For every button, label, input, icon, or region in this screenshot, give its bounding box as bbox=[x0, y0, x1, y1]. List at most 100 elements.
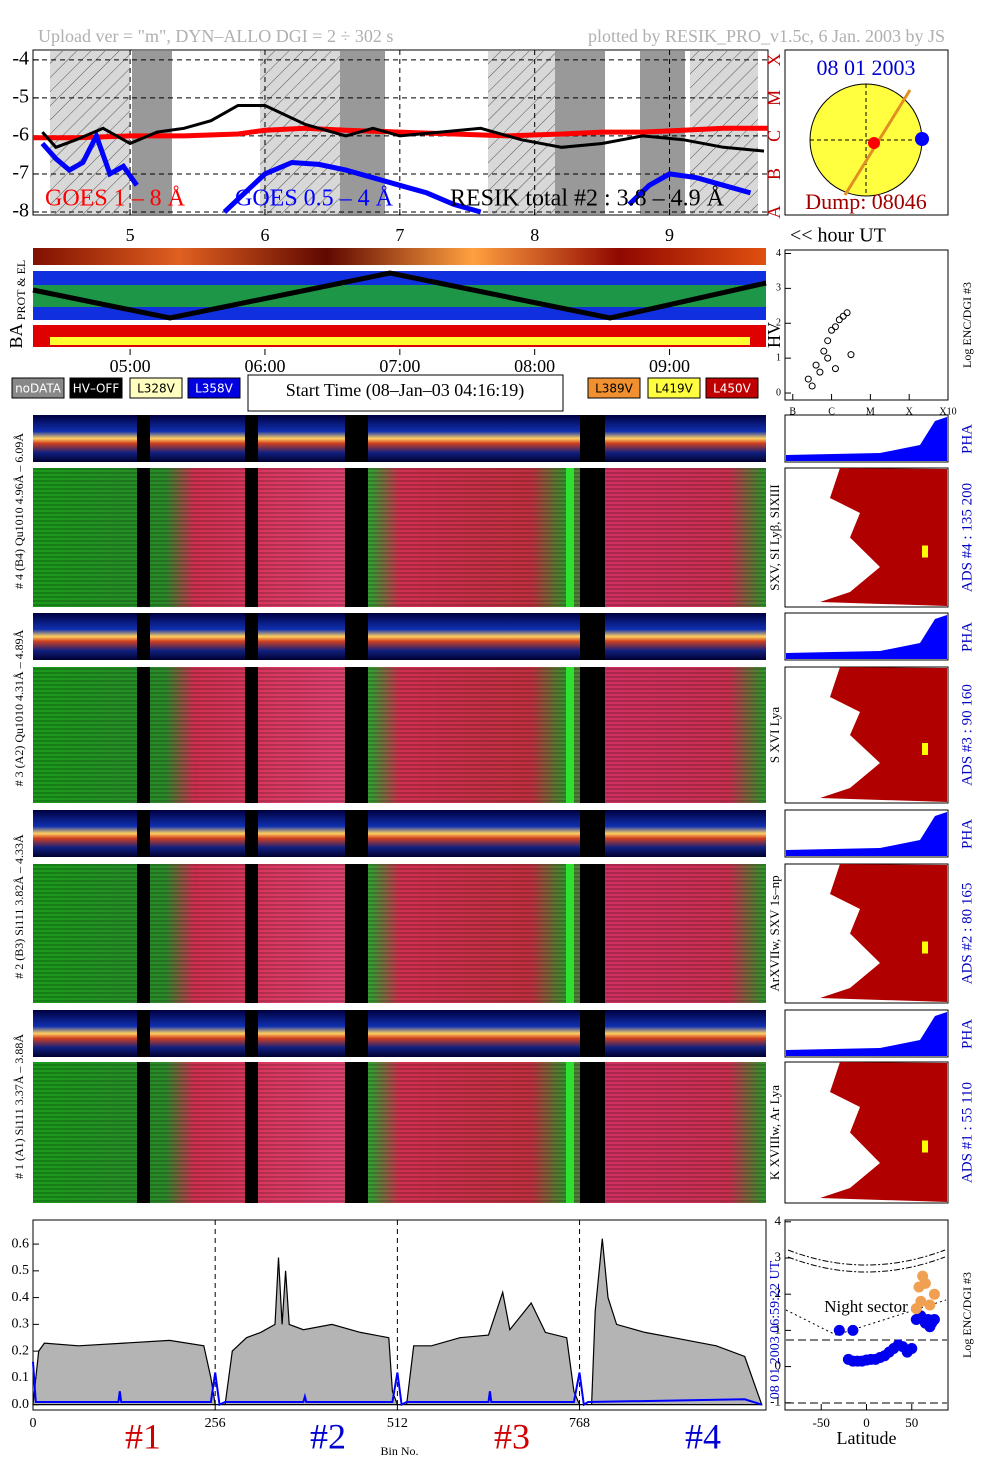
gap bbox=[345, 1062, 368, 1203]
pha-strip bbox=[33, 1010, 766, 1057]
gap bbox=[580, 613, 605, 660]
point bbox=[847, 1324, 859, 1336]
line-label: K XVIIIw, Ar Lya bbox=[767, 1085, 782, 1180]
sun-dump: Dump: 08046 bbox=[805, 189, 927, 214]
y-tick-label: -1 bbox=[770, 1394, 781, 1409]
gap bbox=[345, 1010, 368, 1057]
y-axis-label: Log ENC/DGI #3 bbox=[960, 1272, 974, 1358]
start-time-box bbox=[247, 374, 564, 412]
point bbox=[828, 326, 836, 334]
legend-label: RESIK total #2 : 3.8 – 4.9 Å bbox=[450, 186, 725, 212]
y-tick-label: 0.5 bbox=[12, 1263, 30, 1278]
legend-swatch bbox=[705, 377, 759, 399]
orbit-track bbox=[32, 270, 767, 321]
y-tick-label: -6 bbox=[12, 124, 29, 146]
y-tick-label: 3 bbox=[775, 1249, 782, 1264]
pha-hist bbox=[786, 1012, 947, 1056]
timeline: Start Time (08–Jan–03 04:16:19) 05:00 06:… bbox=[110, 349, 690, 412]
panel-frame bbox=[784, 249, 949, 401]
legend-label: L328V bbox=[137, 382, 176, 396]
goes-chart: -8 -7 -6 -5 -4 5 6 7 8 9 A B C M X GOES 1 – 8 Å GOES 0.5… bbox=[12, 47, 784, 245]
spectrum-label: # 4 (B4) Qu1010 4.96Å – 6.09Å bbox=[12, 433, 26, 589]
legend-label: L419V bbox=[655, 382, 694, 396]
gap bbox=[137, 415, 150, 462]
point bbox=[847, 351, 855, 359]
latitude-chart: -1 0 1 2 3 4 -50 0 50 Latitude Log ENC/DGI #3 Night… bbox=[770, 1213, 974, 1448]
y-tick-label: 1 bbox=[775, 1321, 782, 1336]
gap bbox=[137, 1062, 150, 1203]
point bbox=[808, 382, 816, 390]
time-tick-label: 06:00 bbox=[244, 356, 285, 376]
hour-label: << hour UT bbox=[790, 225, 886, 247]
y-tick-label: 0 bbox=[775, 1358, 782, 1373]
gap bbox=[580, 1062, 605, 1203]
x-tick-label: X bbox=[906, 406, 914, 417]
ads-marker bbox=[922, 1140, 928, 1153]
x-tick-label: M bbox=[866, 406, 875, 417]
night-boundary bbox=[785, 1299, 947, 1336]
y2-tick-label: C bbox=[764, 130, 784, 142]
point bbox=[839, 312, 847, 320]
gap bbox=[345, 864, 368, 1003]
sun-panel: 08 01 2003 Dump: 08046 bbox=[784, 49, 949, 216]
gap bbox=[566, 667, 574, 803]
gap bbox=[580, 468, 605, 607]
point bbox=[831, 365, 839, 373]
point bbox=[835, 316, 843, 324]
x-tick-label: C bbox=[828, 406, 835, 417]
legend-label: L389V bbox=[595, 382, 634, 396]
start-time: Start Time (08–Jan–03 04:16:19) bbox=[286, 380, 525, 401]
gap bbox=[345, 415, 368, 462]
point bbox=[831, 323, 839, 331]
point bbox=[812, 361, 820, 369]
x-tick-label: 0 bbox=[30, 1416, 37, 1431]
legend-label: L358V bbox=[195, 382, 234, 396]
gap bbox=[137, 864, 150, 1003]
legend-swatch bbox=[647, 377, 701, 399]
legend-label: GOES 0.5 – 4 Å bbox=[235, 186, 394, 212]
y-tick-label: 0.6 bbox=[12, 1236, 30, 1251]
point bbox=[824, 337, 832, 345]
gap bbox=[345, 667, 368, 803]
y-tick-label: 2 bbox=[775, 1285, 782, 1300]
y-tick-label: -7 bbox=[12, 162, 29, 184]
point bbox=[919, 1277, 931, 1289]
gap bbox=[245, 468, 258, 607]
x-axis-label: Bin No. bbox=[380, 1444, 418, 1458]
pha-hist bbox=[786, 615, 947, 659]
pha-strip bbox=[33, 810, 766, 857]
time-tick-label: 05:00 bbox=[110, 356, 151, 376]
x-tick-label: B bbox=[789, 406, 796, 417]
bin-chart: 0.0 0.1 0.2 0.3 0.4 0.5 0.6 0 256 512 768 Bin No. #1… bbox=[12, 1219, 783, 1458]
ads-hist bbox=[820, 468, 947, 606]
gap bbox=[580, 415, 605, 462]
point bbox=[928, 1288, 940, 1300]
annotation: #4 bbox=[685, 1416, 721, 1456]
y-tick-label: 0.3 bbox=[12, 1317, 30, 1332]
line-label: S XVI Lya bbox=[767, 707, 782, 764]
y-tick-label: 3 bbox=[776, 283, 781, 294]
y-tick-label: -4 bbox=[12, 47, 29, 69]
legend-swatch bbox=[187, 377, 241, 399]
annotation: Night sector bbox=[824, 1297, 908, 1316]
ads-label: ADS #4 : 135 200 bbox=[959, 483, 975, 592]
gap bbox=[245, 613, 258, 660]
y-tick-label: 0.1 bbox=[12, 1370, 30, 1385]
legend-boxes: noDATA HV–OFF L328V L358V L389V L419V L450V bbox=[11, 377, 759, 399]
x-tick-label: 768 bbox=[569, 1416, 590, 1431]
point bbox=[833, 1324, 845, 1336]
gap bbox=[245, 1010, 258, 1057]
y-tick-label: 4 bbox=[775, 1213, 782, 1228]
gap bbox=[566, 1062, 574, 1203]
series-line bbox=[41, 104, 765, 153]
spectrograms: # 4 (B4) Qu1010 4.96Å – 6.09Å SXV, SI Lyβ… bbox=[12, 414, 975, 1204]
gap bbox=[345, 468, 368, 607]
ads-marker bbox=[922, 941, 928, 954]
pha-label: PHA bbox=[959, 1019, 975, 1049]
gap bbox=[566, 468, 574, 607]
gap bbox=[245, 415, 258, 462]
legend-label: noDATA bbox=[15, 382, 62, 396]
pha-hist bbox=[786, 812, 947, 856]
gap bbox=[580, 1010, 605, 1057]
